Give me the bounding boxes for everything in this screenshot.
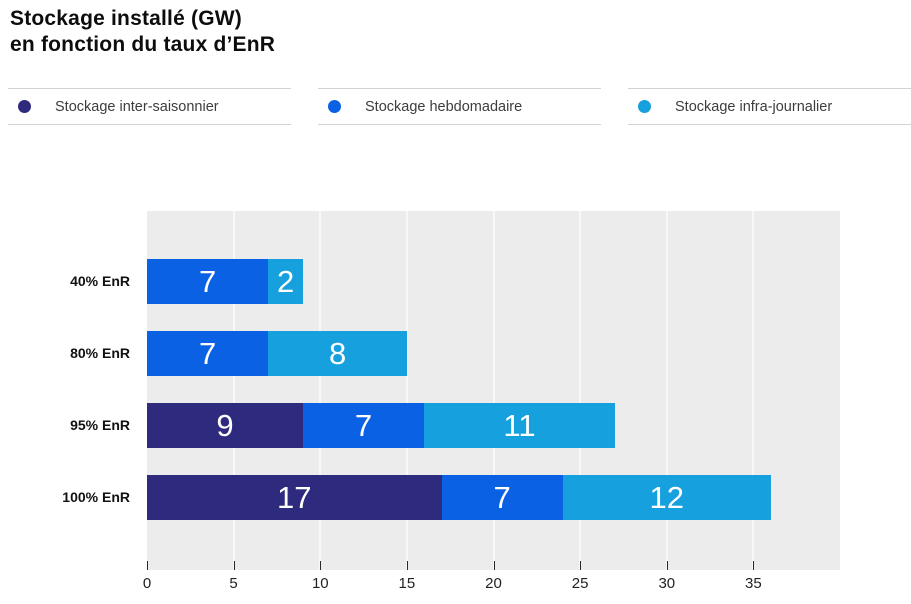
x-axis-tick-label: 5: [229, 575, 238, 592]
legend-label: Stockage hebdomadaire: [365, 98, 523, 115]
x-axis-tick: [666, 561, 668, 570]
bar-segment: 2: [268, 259, 303, 304]
x-axis-tick: [580, 561, 582, 570]
bar-value-label: 7: [493, 480, 511, 515]
bar-segment: 8: [268, 331, 407, 376]
bar-value-label: 12: [649, 480, 684, 515]
gridline-25: [579, 211, 582, 570]
bar-value-label: 2: [276, 264, 295, 299]
bar-segment: 7: [441, 475, 563, 520]
legend-item-1: Stockage hebdomadaire: [318, 88, 601, 125]
x-axis-tick-label: 30: [658, 575, 676, 592]
bar-value-label: 7: [199, 264, 217, 299]
gridline-15: [405, 211, 408, 570]
bar-segment: 12: [562, 475, 771, 520]
x-axis-tick-label: 10: [311, 575, 329, 592]
legend-label: Stockage infra-journalier: [675, 98, 833, 115]
x-axis-tick: [753, 561, 755, 570]
x-axis-tick-label: 0: [142, 575, 152, 592]
gridline-5: [232, 211, 235, 570]
bar-value-label: 7: [354, 408, 373, 443]
x-axis-tick: [233, 561, 235, 570]
bar-segment: 7: [302, 403, 425, 448]
bar-row: 9 7 11: [147, 403, 840, 448]
legend-label: Stockage inter-saisonnier: [55, 98, 219, 115]
gridline-35: [752, 211, 755, 570]
gridline-20: [492, 211, 495, 570]
legend: Stockage inter-saisonnier Stockage hebdom…: [0, 88, 911, 125]
x-axis-tick-label: 15: [398, 575, 416, 592]
gridline-10: [319, 211, 322, 570]
x-axis-tick-label: 35: [745, 575, 762, 592]
bar-segment: 9: [147, 403, 303, 448]
y-axis-label-0: 40% EnR: [70, 273, 130, 289]
y-axis-label-3: 100% EnR: [62, 489, 130, 505]
bar-value-label: 7: [199, 336, 217, 371]
bar-value-label: 11: [503, 408, 536, 443]
bar-row: 17 7 12: [147, 475, 840, 520]
chart-title: Stockage installé (GW) en fonction du ta…: [10, 6, 275, 58]
legend-dot-icon: [328, 100, 341, 113]
x-axis-tick: [493, 561, 495, 570]
bar-value-label: 17: [277, 480, 312, 515]
x-axis-tick-label: 25: [571, 575, 589, 592]
bar-value-label: 9: [216, 408, 234, 443]
legend-dot-icon: [638, 100, 651, 113]
y-axis-label-1: 80% EnR: [70, 345, 130, 361]
legend-item-0: Stockage inter-saisonnier: [8, 88, 291, 125]
chart-title-line2: en fonction du taux d’EnR: [10, 33, 276, 56]
legend-dot-icon: [18, 100, 31, 113]
bar-segment: 11: [424, 403, 615, 448]
bar-segment: 17: [147, 475, 442, 520]
bar-segment: 7: [147, 259, 269, 304]
bar-segment: 7: [147, 331, 269, 376]
x-axis-tick-label: 20: [485, 575, 502, 592]
gridline-30: [665, 211, 668, 570]
legend-item-2: Stockage infra-journalier: [628, 88, 911, 125]
x-axis-tick: [406, 561, 408, 570]
x-axis-tick: [320, 561, 322, 570]
chart-title-line1: Stockage installé (GW): [10, 7, 242, 30]
y-axis-label-2: 95% EnR: [70, 417, 130, 433]
x-axis-tick: [147, 561, 148, 570]
bar-value-label: 8: [328, 336, 347, 371]
